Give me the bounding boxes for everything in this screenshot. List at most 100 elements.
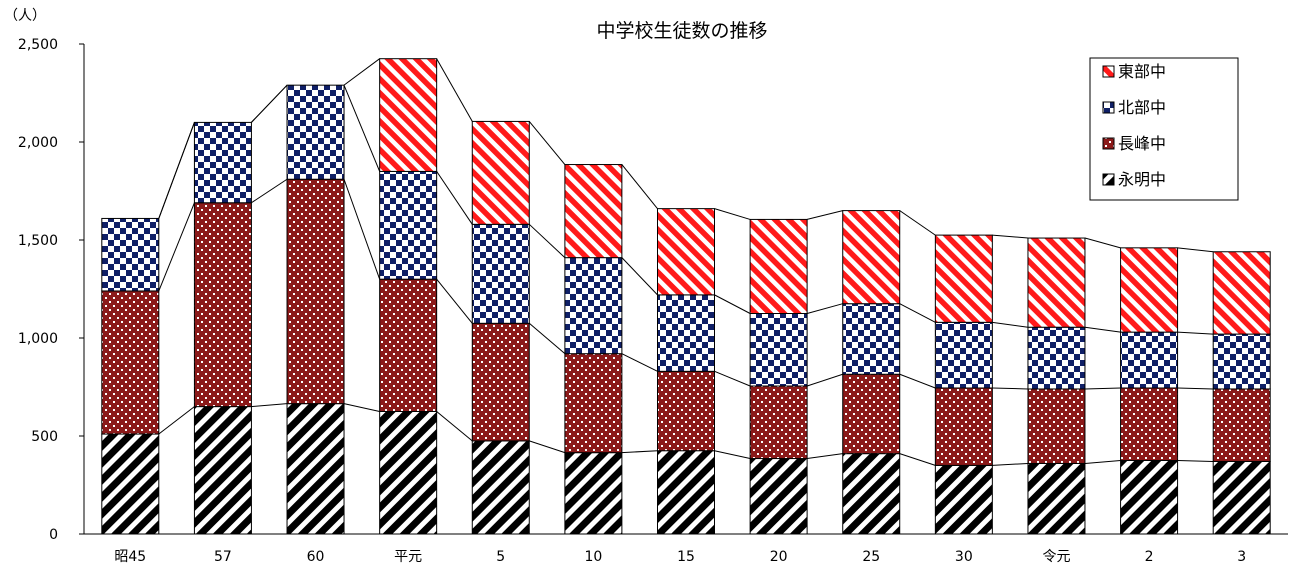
bar-segment-toubu (1027, 237, 1086, 328)
connector-line (436, 58, 473, 122)
bar-segment-hokubu (286, 84, 345, 180)
chart-title: 中学校生徒数の推移 (596, 20, 767, 42)
legend-label-hokubu: 北部中 (1118, 98, 1166, 117)
x-tick-label: 25 (862, 549, 880, 565)
bar-segment-nagamine (1212, 388, 1271, 462)
connector-line (528, 121, 566, 165)
connector-line (621, 257, 658, 296)
x-tick-label: 15 (677, 549, 695, 565)
bar-segment-hokubu (934, 321, 993, 389)
connector-line (806, 373, 843, 387)
connector-line (1084, 387, 1121, 390)
connector-line (436, 411, 473, 442)
bar-segment-toubu (1120, 247, 1179, 333)
y-tick-label: 1,500 (18, 233, 58, 249)
connector-line (714, 208, 751, 220)
connector-line (343, 179, 381, 280)
bar-segment-toubu (1212, 251, 1271, 335)
bar-segment-nagamine (1120, 387, 1179, 462)
bar-segment-hokubu (101, 217, 160, 292)
y-tick-label: 2,000 (18, 135, 58, 151)
legend-swatch-hokubu (1102, 101, 1115, 114)
connector-line (1177, 247, 1214, 253)
bar-segment-hokubu (1120, 331, 1179, 389)
bar-segment-nagamine (379, 278, 438, 413)
bar-segment-hokubu (842, 303, 901, 375)
connector-line (714, 370, 751, 387)
connector-line (1177, 387, 1214, 390)
bar-segment-nagamine (564, 353, 623, 454)
bar-segment-toubu (842, 210, 901, 305)
bar-segment-nagamine (749, 385, 808, 460)
connector-line (528, 322, 566, 355)
connector-line (251, 178, 288, 204)
y-axis-ticks: 0 500 1,000 1,500 2,000 2,500 (18, 37, 84, 543)
bar-stacks (101, 58, 1271, 535)
connector-line (806, 303, 843, 314)
bar-segment-eimei (193, 406, 252, 535)
y-tick-label: 1,000 (18, 331, 58, 347)
bar-segment-eimei (286, 403, 345, 535)
x-tick-label: 令元 (1042, 549, 1070, 565)
connector-line (714, 450, 751, 460)
x-axis-tick-labels: 昭45 57 60 平元 5 10 15 20 25 30 令元 2 3 (114, 549, 1246, 565)
x-tick-label: 5 (496, 549, 505, 565)
bar-segment-toubu (564, 164, 623, 259)
x-tick-label: 10 (584, 549, 602, 565)
bar-segment-nagamine (1027, 388, 1086, 464)
connector-line (899, 210, 936, 236)
connector-line (992, 387, 1028, 390)
connector-line (807, 453, 843, 460)
connector-line (158, 406, 195, 435)
legend-swatch-nagamine (1102, 137, 1115, 150)
bar-segment-eimei (934, 464, 993, 535)
x-tick-label: 3 (1237, 549, 1246, 565)
connector-line (1177, 460, 1214, 462)
bar-segment-nagamine (101, 290, 160, 435)
connector-line (992, 234, 1029, 239)
bar-segment-eimei (1027, 462, 1086, 535)
bar-segment-eimei (379, 411, 438, 535)
bar-segment-eimei (657, 450, 715, 535)
bar-segment-hokubu (1212, 333, 1271, 390)
connector-line (436, 171, 473, 225)
y-tick-label: 2,500 (18, 37, 58, 53)
connector-line (714, 294, 751, 314)
legend-swatch-toubu (1102, 65, 1115, 78)
y-tick-label: 0 (49, 527, 58, 543)
connector-line (251, 403, 288, 408)
connector-line (343, 84, 381, 172)
bar-segment-hokubu (193, 121, 252, 204)
bar-segment-hokubu (657, 294, 715, 372)
bar-segment-toubu (749, 218, 808, 314)
legend-box (1089, 57, 1239, 201)
connector-line (158, 122, 195, 219)
connector-line (992, 321, 1029, 328)
bar-segment-eimei (101, 433, 160, 535)
connector-line (158, 202, 195, 292)
connector-line (992, 462, 1028, 466)
connector-line (1084, 237, 1121, 249)
bar-segment-hokubu (564, 257, 623, 355)
bar-segment-toubu (471, 120, 530, 225)
connector-line (899, 453, 936, 466)
bar-segment-eimei (1120, 460, 1179, 535)
bar-segment-nagamine (842, 373, 901, 455)
connector-line (621, 353, 658, 372)
segment-connector-lines (158, 58, 1214, 466)
connector-line (621, 164, 658, 209)
bar-segment-eimei (749, 458, 808, 535)
legend-label-eimei: 永明中 (1118, 170, 1166, 189)
bar-segment-toubu (934, 234, 993, 323)
bar-segment-hokubu (379, 170, 438, 280)
legend-label-nagamine: 長峰中 (1118, 134, 1166, 153)
legend-label-toubu: 東部中 (1118, 62, 1166, 81)
connector-line (621, 450, 658, 454)
connector-line (436, 278, 473, 324)
connector-line (899, 373, 936, 389)
bar-segment-hokubu (1027, 326, 1086, 390)
connector-line (1177, 331, 1214, 335)
connector-line (899, 303, 936, 323)
